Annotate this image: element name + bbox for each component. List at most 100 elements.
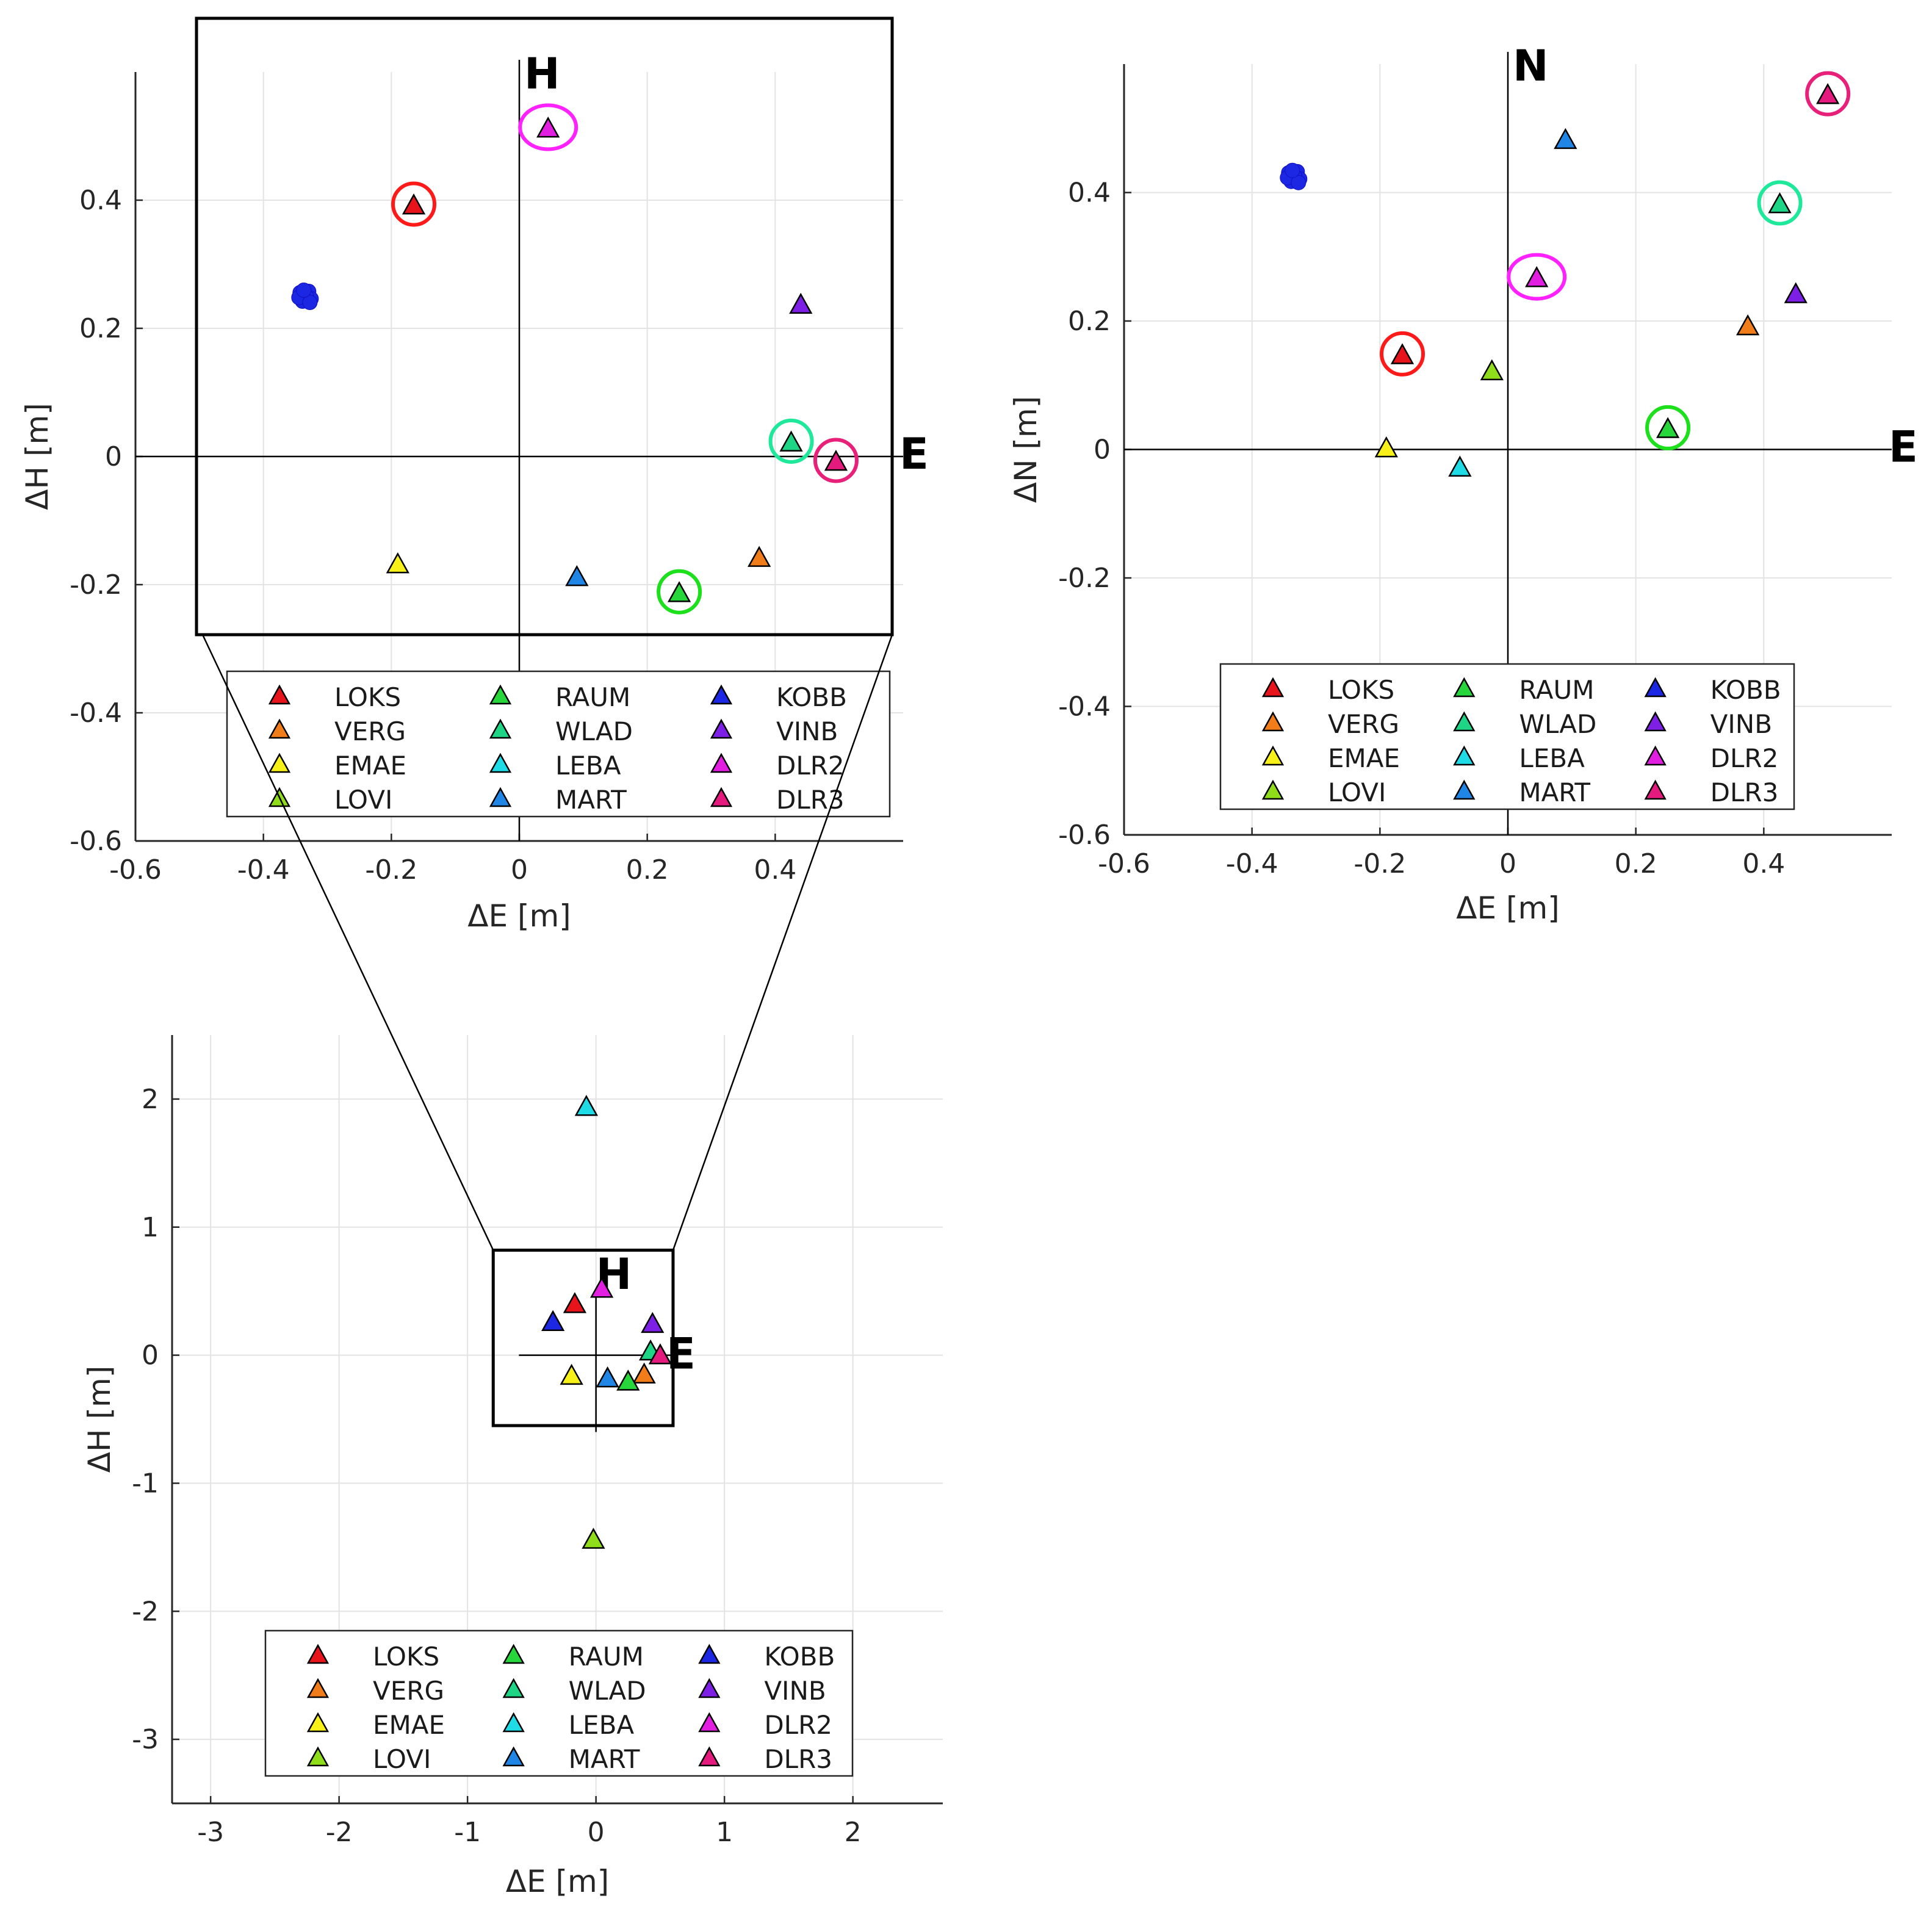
marker-dlr2 xyxy=(536,116,560,138)
cluster-dot xyxy=(1291,175,1307,190)
y-tick-label: 0.2 xyxy=(79,313,122,344)
legend-entry-raum: RAUM xyxy=(569,1642,644,1672)
highlight-ring-dlr3 xyxy=(1805,71,1851,117)
x-tick-label: -0.6 xyxy=(109,854,162,886)
legend-entry-mart: MART xyxy=(1519,777,1590,807)
y-tick-label: 2 xyxy=(142,1084,159,1115)
legend-entry-wlad: WLAD xyxy=(1519,709,1596,739)
legend-entry-mart: MART xyxy=(569,1744,640,1774)
legend-marker-kobb xyxy=(698,1643,721,1664)
legend-entry-raum: RAUM xyxy=(1519,675,1594,705)
y-tick-label: 0 xyxy=(142,1340,159,1371)
legend-entry-emae: EMAE xyxy=(1328,743,1400,773)
marker-wlad xyxy=(779,430,803,452)
legend-marker-emae xyxy=(268,752,291,773)
marker-raum xyxy=(616,1369,640,1391)
highlight-ring-dlr2 xyxy=(518,103,579,151)
marker-leba xyxy=(574,1095,598,1116)
marker-dlr2 xyxy=(589,1277,614,1298)
marker-mart xyxy=(1554,128,1577,150)
y-tick-label: -0.6 xyxy=(1058,820,1111,851)
y-tick-label: -2 xyxy=(132,1596,159,1627)
legend-entry-lovi: LOVI xyxy=(1328,777,1386,807)
y-tick-label: -0.6 xyxy=(70,826,122,857)
marker-dlr2 xyxy=(1525,266,1549,287)
legend-marker-loks xyxy=(306,1643,330,1664)
legend-marker-lovi xyxy=(306,1746,330,1767)
legend-entry-lovi: LOVI xyxy=(373,1744,431,1774)
direction-label-vertical: H xyxy=(524,49,560,99)
legend-entry-wlad: WLAD xyxy=(569,1676,646,1706)
legend-entry-vinb: VINB xyxy=(1710,709,1772,739)
y-tick-label: 0.4 xyxy=(1068,178,1111,209)
legend-marker-leba xyxy=(502,1712,525,1733)
direction-label-horizontal: E xyxy=(666,1329,696,1379)
legend-marker-dlr3 xyxy=(710,787,733,807)
x-tick-label: -2 xyxy=(326,1817,353,1848)
y-tick-label: -0.2 xyxy=(70,569,122,601)
marker-vinb xyxy=(1784,282,1808,303)
legend-entry-verg: VERG xyxy=(1328,709,1399,739)
legend-entry-dlr3: DLR3 xyxy=(1710,777,1779,807)
legend-entry-vinb: VINB xyxy=(764,1676,826,1706)
highlight-ring-dlr2 xyxy=(1507,253,1567,301)
legend xyxy=(226,670,891,818)
legend-marker-dlr2 xyxy=(1644,745,1667,766)
y-axis-label: ΔH [m] xyxy=(82,1366,117,1473)
marker-mart xyxy=(565,565,589,586)
legend-marker-kobb xyxy=(1644,677,1667,698)
cluster-dot xyxy=(296,283,312,298)
legend-marker-dlr3 xyxy=(1644,779,1667,800)
marker-verg xyxy=(748,546,771,567)
legend-marker-vinb xyxy=(698,1678,721,1698)
marker-raum xyxy=(1656,417,1680,438)
highlight-ring-loks xyxy=(391,181,437,227)
y-tick-label: 1 xyxy=(142,1212,159,1243)
legend-entry-loks: LOKS xyxy=(1328,675,1394,705)
marker-vinb xyxy=(789,292,813,314)
x-tick-label: 0.2 xyxy=(626,854,669,886)
marker-vinb xyxy=(641,1311,665,1333)
chart-EN: -0.6 -0.4 -0.2 0 0.2 0.4 -0.6 -0.4 -0.2 0 0.2 0.4 ΔE… xyxy=(1008,41,1918,926)
zoom-connector-left xyxy=(201,634,494,1251)
legend-marker-mart xyxy=(489,787,512,807)
x-tick-label: -3 xyxy=(197,1817,224,1848)
x-tick-label: -1 xyxy=(454,1817,481,1848)
legend-entry-kobb: KOBB xyxy=(1710,675,1781,705)
legend-entry-lovi: LOVI xyxy=(334,785,392,815)
legend-entry-loks: LOKS xyxy=(373,1642,439,1672)
x-tick-label: -0.2 xyxy=(365,854,417,886)
legend-marker-raum xyxy=(489,684,512,705)
x-tick-label: 0.4 xyxy=(1742,848,1785,879)
marker-dlr3 xyxy=(1816,83,1840,104)
marker-leba xyxy=(1448,455,1472,477)
legend xyxy=(1219,663,1795,810)
legend-entry-verg: VERG xyxy=(373,1676,444,1706)
legend-entry-dlr2: DLR2 xyxy=(776,751,845,781)
legend-entry-dlr3: DLR3 xyxy=(764,1744,832,1774)
legend-marker-wlad xyxy=(489,718,512,739)
x-tick-label: -0.4 xyxy=(1226,848,1278,879)
legend-marker-vinb xyxy=(1644,711,1667,732)
zoom-connector-right xyxy=(672,634,893,1250)
cluster-dot xyxy=(1285,162,1300,178)
y-tick-label: -0.2 xyxy=(1058,563,1111,594)
legend-entry-dlr2: DLR2 xyxy=(764,1710,832,1740)
x-tick-label: 0 xyxy=(511,854,528,886)
x-axis-label: ΔE [m] xyxy=(1456,890,1559,926)
y-tick-label: -3 xyxy=(132,1724,159,1755)
marker-emae xyxy=(1374,436,1398,458)
marker-dlr3 xyxy=(648,1343,672,1365)
marker-wlad xyxy=(1768,192,1792,214)
x-tick-label: -0.2 xyxy=(1353,848,1406,879)
marker-kobb xyxy=(541,1310,565,1332)
x-tick-label: 0 xyxy=(588,1817,605,1848)
x-tick-label: 2 xyxy=(845,1817,862,1848)
highlight-ring-dlr3 xyxy=(813,438,859,483)
zoom-frame xyxy=(195,16,894,637)
direction-label-vertical: N xyxy=(1513,41,1549,91)
x-tick-label: 0 xyxy=(1499,848,1516,879)
marker-lovi xyxy=(582,1528,605,1549)
legend-entry-mart: MART xyxy=(555,785,627,815)
